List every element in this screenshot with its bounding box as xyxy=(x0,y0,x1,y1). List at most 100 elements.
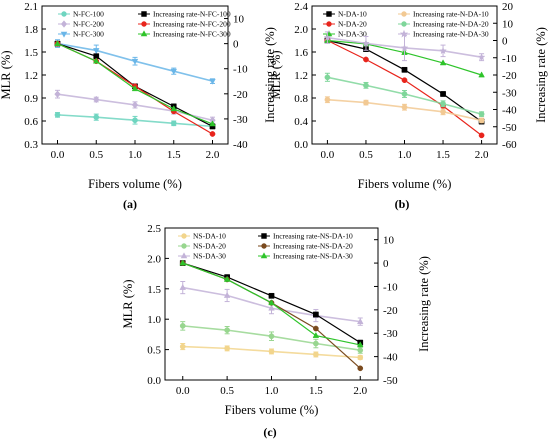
y2-tick-label: -10 xyxy=(502,53,517,65)
x-tick-label: 0.0 xyxy=(321,149,335,161)
legend-marker xyxy=(401,11,407,17)
legend-marker xyxy=(181,233,187,239)
x-tick-label: 2.0 xyxy=(206,149,220,161)
panel-label: (b) xyxy=(395,197,410,211)
data-point xyxy=(363,99,369,106)
data-point xyxy=(323,33,332,41)
y-tick-label: 0.6 xyxy=(24,116,38,128)
data-point xyxy=(170,120,177,127)
y2-tick-label: 0 xyxy=(383,258,389,270)
data-point xyxy=(131,58,139,65)
y2-axis-label: Increasing rate (%) xyxy=(417,256,431,352)
y2-tick-label: -60 xyxy=(502,139,517,151)
data-point xyxy=(224,345,230,352)
x-tick-label: 0.5 xyxy=(359,149,373,161)
data-point xyxy=(54,112,61,118)
x-tick-label: 0.5 xyxy=(220,385,234,397)
legend-marker xyxy=(326,21,332,27)
legend-marker xyxy=(260,252,268,259)
data-point xyxy=(439,59,447,66)
data-point xyxy=(92,57,100,64)
y2-tick-label: -50 xyxy=(502,122,517,134)
x-axis-label: Fibers volume (%) xyxy=(358,177,452,191)
legend-label: N-FC-200 xyxy=(73,20,104,29)
data-point xyxy=(179,259,187,266)
data-point xyxy=(268,333,275,340)
legend-marker xyxy=(141,21,147,27)
panel-3: 0.0 0.5 1.0 1.5 2.0 0.0 0.5 1.0 1.5 2.0 2.5 -50 -40 -… xyxy=(121,223,431,439)
y-tick-label: 1.6 xyxy=(294,47,308,59)
data-point xyxy=(356,341,364,348)
x-tick-label: 1.0 xyxy=(265,385,279,397)
y2-tick-label: -30 xyxy=(502,87,517,99)
data-point xyxy=(357,354,364,361)
data-point xyxy=(478,117,485,124)
data-point xyxy=(268,348,275,355)
y2-tick-label: -10 xyxy=(233,64,248,76)
data-point xyxy=(363,56,369,63)
y-tick-label: 0.0 xyxy=(147,375,161,387)
data-point xyxy=(440,109,446,115)
legend-label: Increasing rate-N-FC-100 xyxy=(153,10,231,19)
data-point xyxy=(324,74,331,81)
y-axis-label: MLR (%) xyxy=(0,51,13,100)
y-tick-label: 2.0 xyxy=(147,253,161,265)
legend-label: Increasing rate-N-DA-10 xyxy=(413,10,489,19)
y2-tick-label: -40 xyxy=(383,352,398,364)
data-point xyxy=(54,39,61,46)
data-point xyxy=(401,66,408,73)
y2-tick-label: -20 xyxy=(383,305,398,317)
data-point xyxy=(401,91,408,97)
legend-label: Increasing rate-NS-DA-30 xyxy=(273,252,353,261)
legend-label: N-DA-20 xyxy=(338,20,367,29)
y-tick-label: 2.5 xyxy=(147,223,161,235)
x-axis-label: Fibers volume (%) xyxy=(88,177,182,191)
data-point xyxy=(439,46,447,55)
x-tick-label: 1.0 xyxy=(128,149,142,161)
y2-axis-label: Increasing rate (%) xyxy=(534,27,548,123)
y-tick-label: 2.0 xyxy=(294,24,308,36)
y-axis-label: MLR (%) xyxy=(269,51,283,100)
data-point xyxy=(209,78,216,85)
data-point xyxy=(313,351,319,358)
panel-label: (a) xyxy=(123,197,137,211)
y-tick-label: 0.0 xyxy=(294,139,308,151)
data-point xyxy=(209,120,216,127)
legend-label: Increasing rate-N-DA-30 xyxy=(413,30,489,39)
legend-marker xyxy=(61,11,67,17)
data-point xyxy=(440,100,446,107)
y2-tick-label: -10 xyxy=(383,281,398,293)
legend-marker xyxy=(401,21,407,27)
y2-axis-label: Increasing rate (%) xyxy=(263,27,277,123)
y-tick-label: 1.0 xyxy=(147,314,161,326)
y2-tick-label: 0 xyxy=(502,36,508,48)
data-point xyxy=(401,77,408,83)
data-point xyxy=(131,101,139,109)
legend-label: NS-DA-10 xyxy=(193,232,226,241)
y2-tick-label: -20 xyxy=(233,89,248,101)
legend-label: NS-DA-20 xyxy=(193,242,226,251)
y-tick-label: 1.5 xyxy=(147,284,161,296)
y2-tick-label: -40 xyxy=(233,139,248,151)
y-axis-label: MLR (%) xyxy=(121,280,135,329)
x-tick-label: 0.0 xyxy=(176,385,190,397)
data-point xyxy=(223,275,231,282)
legend-label: N-FC-100 xyxy=(73,10,104,19)
data-point xyxy=(179,343,186,350)
y-tick-label: 1.2 xyxy=(24,70,38,82)
data-point xyxy=(179,323,186,329)
data-point xyxy=(478,132,485,139)
data-point xyxy=(268,292,275,299)
data-point xyxy=(132,117,138,124)
y2-tick-label: 10 xyxy=(233,14,245,26)
data-point xyxy=(356,317,364,324)
data-point xyxy=(268,299,275,306)
data-point xyxy=(313,340,319,347)
x-tick-label: 2.0 xyxy=(353,385,367,397)
y2-tick-label: -20 xyxy=(502,70,517,82)
legend-marker xyxy=(60,31,68,38)
y2-tick-label: -40 xyxy=(502,105,517,117)
data-point xyxy=(223,291,231,298)
data-point xyxy=(477,53,486,61)
